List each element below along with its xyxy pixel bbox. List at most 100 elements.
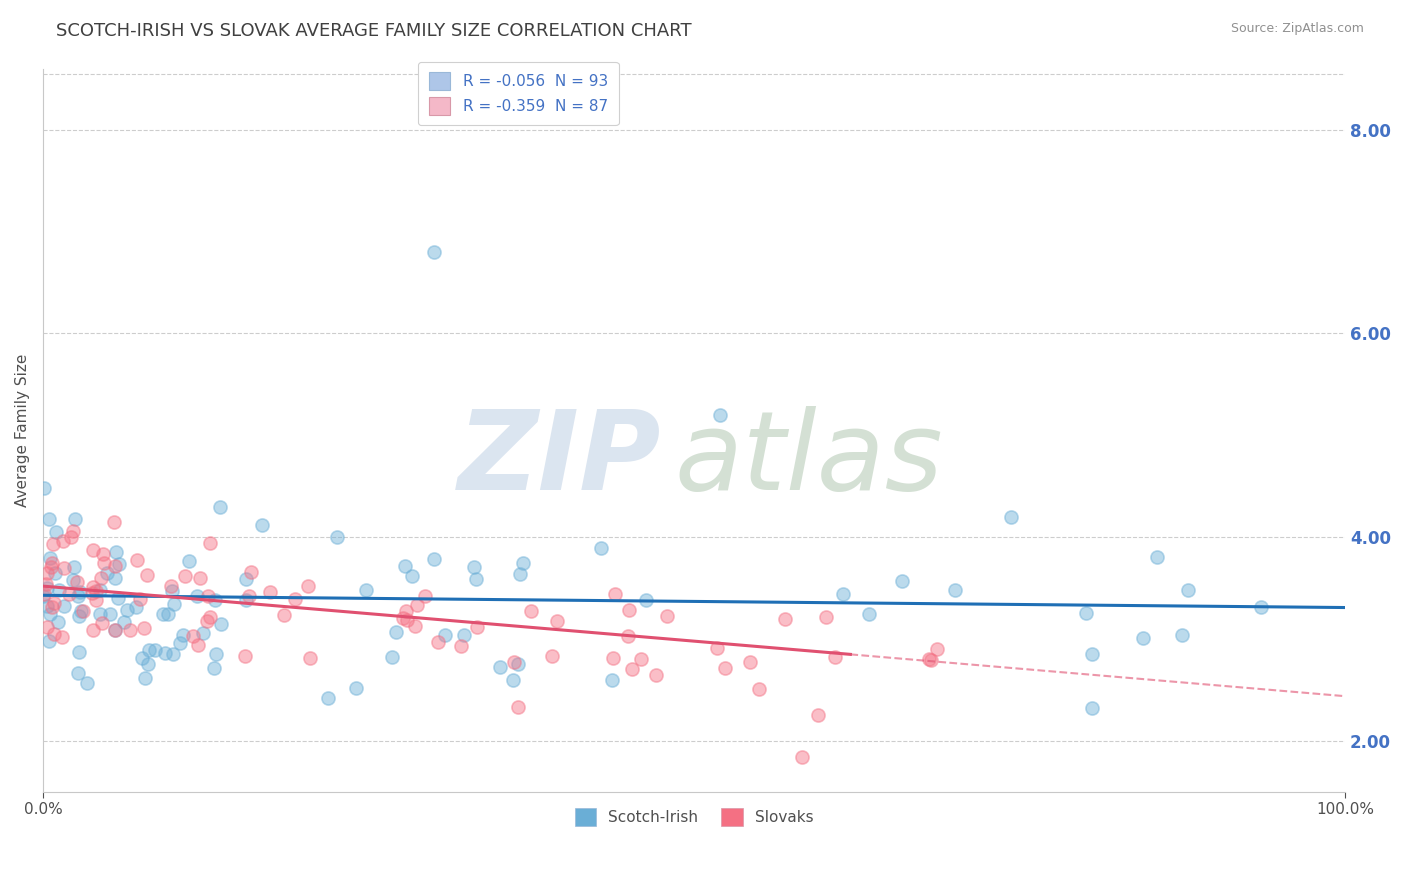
- Point: [1000, 510, 1022, 524]
- Point: [52, 561, 75, 575]
- Text: Source: ZipAtlas.com: Source: ZipAtlas.com: [1230, 22, 1364, 36]
- Point: [619, 603, 641, 617]
- Point: [89, 607, 111, 621]
- Point: [273, 607, 295, 622]
- Point: [104, 559, 127, 574]
- Point: [603, 587, 626, 601]
- Point: [39, 560, 62, 574]
- Point: [76, 676, 98, 690]
- Point: [41, 556, 63, 570]
- Point: [602, 651, 624, 665]
- Point: [238, 589, 260, 603]
- Point: [815, 610, 838, 624]
- Point: [634, 593, 657, 607]
- Point: [250, 518, 273, 533]
- Point: [509, 566, 531, 581]
- Point: [200, 535, 222, 549]
- Point: [89, 582, 111, 597]
- Point: [427, 635, 450, 649]
- Point: [143, 642, 166, 657]
- Point: [211, 617, 233, 632]
- Point: [52, 599, 75, 613]
- Point: [489, 660, 512, 674]
- Point: [46, 615, 69, 629]
- Point: [298, 651, 321, 665]
- Point: [354, 582, 377, 597]
- Point: [541, 648, 564, 663]
- Point: [284, 592, 307, 607]
- Point: [918, 652, 941, 666]
- Point: [82, 580, 104, 594]
- Point: [51, 631, 73, 645]
- Point: [1146, 549, 1168, 564]
- Point: [134, 672, 156, 686]
- Point: [748, 681, 770, 696]
- Y-axis label: Average Family Size: Average Family Size: [15, 353, 30, 507]
- Point: [58, 587, 80, 601]
- Point: [630, 652, 652, 666]
- Legend: Scotch-Irish, Slovaks: Scotch-Irish, Slovaks: [565, 799, 823, 835]
- Point: [125, 553, 148, 567]
- Point: [108, 558, 131, 572]
- Point: [395, 604, 418, 618]
- Point: [39, 551, 62, 566]
- Point: [807, 707, 830, 722]
- Point: [644, 667, 666, 681]
- Point: [655, 609, 678, 624]
- Point: [82, 623, 104, 637]
- Point: [1081, 647, 1104, 661]
- Point: [385, 624, 408, 639]
- Point: [790, 750, 813, 764]
- Point: [465, 620, 488, 634]
- Point: [506, 657, 529, 671]
- Point: [738, 655, 761, 669]
- Point: [173, 568, 195, 582]
- Point: [205, 647, 228, 661]
- Point: [1132, 631, 1154, 645]
- Point: [42, 596, 65, 610]
- Point: [502, 673, 524, 687]
- Point: [44, 566, 66, 580]
- Point: [423, 551, 446, 566]
- Point: [600, 673, 623, 687]
- Point: [394, 558, 416, 573]
- Point: [63, 560, 86, 574]
- Point: [160, 584, 183, 599]
- Point: [156, 607, 179, 622]
- Point: [465, 572, 488, 586]
- Point: [453, 628, 475, 642]
- Point: [153, 646, 176, 660]
- Point: [67, 665, 90, 680]
- Point: [82, 543, 104, 558]
- Point: [42, 627, 65, 641]
- Point: [235, 572, 257, 586]
- Point: [104, 624, 127, 638]
- Point: [891, 574, 914, 588]
- Point: [138, 643, 160, 657]
- Point: [344, 681, 367, 695]
- Point: [37, 582, 59, 596]
- Point: [32, 589, 55, 603]
- Point: [503, 656, 526, 670]
- Point: [39, 607, 62, 621]
- Point: [120, 623, 142, 637]
- Point: [96, 566, 118, 580]
- Point: [187, 638, 209, 652]
- Point: [326, 531, 349, 545]
- Point: [91, 615, 114, 630]
- Point: [920, 653, 942, 667]
- Point: [131, 651, 153, 665]
- Text: ZIP: ZIP: [458, 406, 662, 513]
- Point: [48, 582, 70, 597]
- Point: [37, 566, 59, 580]
- Point: [98, 607, 121, 622]
- Point: [105, 545, 128, 559]
- Text: SCOTCH-IRISH VS SLOVAK AVERAGE FAMILY SIZE CORRELATION CHART: SCOTCH-IRISH VS SLOVAK AVERAGE FAMILY SI…: [56, 22, 692, 40]
- Point: [160, 579, 183, 593]
- Point: [434, 628, 457, 642]
- Point: [709, 408, 731, 422]
- Point: [70, 604, 93, 618]
- Point: [1081, 701, 1104, 715]
- Point: [172, 628, 194, 642]
- Point: [67, 645, 90, 659]
